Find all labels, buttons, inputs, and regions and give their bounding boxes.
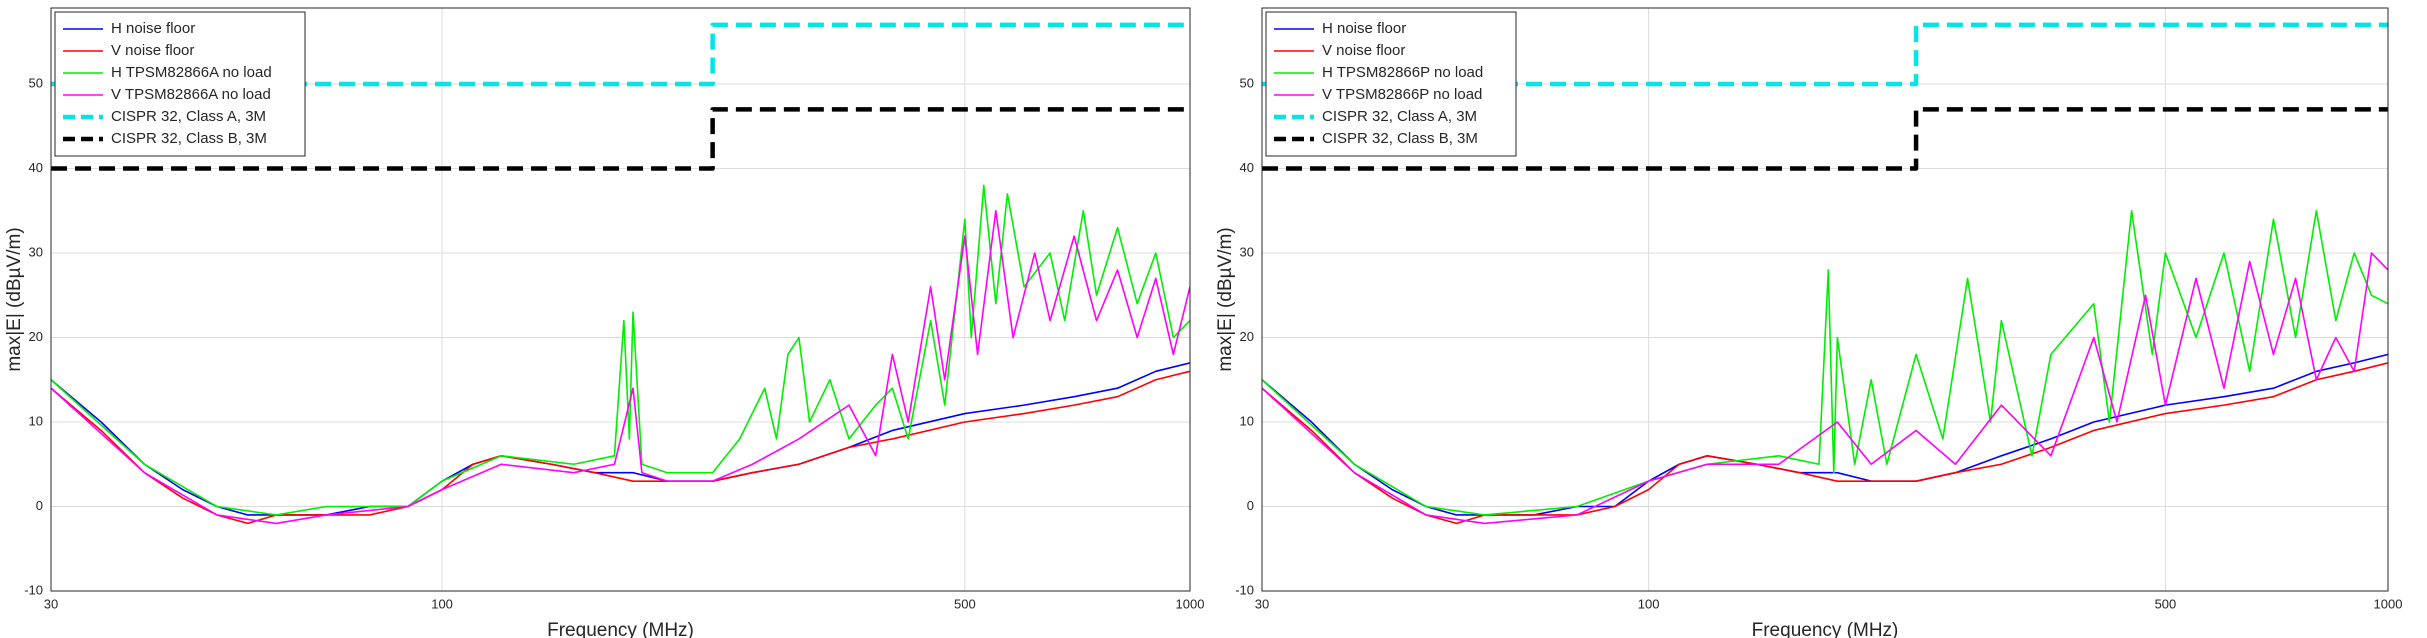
legend-label: V TPSM82866P no load <box>1322 86 1482 103</box>
y-tick-label: 40 <box>29 160 43 175</box>
x-axis-label: Frequency (MHz) <box>1752 620 1899 638</box>
x-tick-label: 100 <box>431 596 453 611</box>
legend-label: H noise floor <box>111 20 195 37</box>
y-axis-label: max|E| (dBµV/m) <box>4 227 25 371</box>
y-tick-label: -10 <box>1235 582 1254 597</box>
legend-label: CISPR 32, Class B, 3M <box>1322 130 1478 147</box>
x-tick-label: 500 <box>2155 596 2177 611</box>
series-line <box>1262 252 2388 525</box>
x-tick-label: 30 <box>1255 596 1269 611</box>
y-tick-label: 50 <box>29 75 43 90</box>
y-tick-label: 30 <box>1240 244 1254 259</box>
x-tick-label: 1000 <box>1176 596 1205 611</box>
y-tick-label: 40 <box>1240 160 1254 175</box>
legend-box <box>54 11 306 157</box>
y-tick-label: 20 <box>1240 329 1254 344</box>
series-line <box>1262 22 2388 87</box>
legend-label: V noise floor <box>111 42 194 59</box>
series-line <box>51 209 1190 525</box>
legend-label: CISPR 32, Class B, 3M <box>111 130 267 147</box>
y-tick-label: 0 <box>36 498 43 513</box>
legend-label: H TPSM82866A no load <box>111 64 272 81</box>
series-line <box>51 370 1190 525</box>
y-axis-label: max|E| (dBµV/m) <box>1215 227 1236 371</box>
x-axis-label: Frequency (MHz) <box>547 620 694 638</box>
x-tick-label: 100 <box>1638 596 1660 611</box>
series-line <box>1262 107 2388 171</box>
x-tick-label: 30 <box>44 596 58 611</box>
y-tick-label: 10 <box>1240 413 1254 428</box>
y-tick-label: 30 <box>29 244 43 259</box>
y-tick-label: 10 <box>29 413 43 428</box>
y-tick-label: 20 <box>29 329 43 344</box>
y-tick-label: 50 <box>1240 75 1254 90</box>
series-line <box>1262 362 2388 525</box>
series-line <box>51 184 1190 516</box>
legend-label: CISPR 32, Class A, 3M <box>111 108 266 125</box>
y-tick-label: -10 <box>24 582 43 597</box>
legend-box <box>1265 11 1517 157</box>
legend-label: H noise floor <box>1322 20 1406 37</box>
chart: -10 0 10 20 30 40 50 30 100 500 1000 Frequency (MHz… <box>1215 7 2403 638</box>
legend-label: CISPR 32, Class A, 3M <box>1322 108 1477 125</box>
legend-label: H TPSM82866P no load <box>1322 64 1483 81</box>
plot-border <box>50 7 1191 592</box>
x-tick-label: 1000 <box>2374 596 2403 611</box>
legend-label: V noise floor <box>1322 42 1405 59</box>
y-tick-label: 0 <box>1247 498 1254 513</box>
plot-border <box>1261 7 2389 592</box>
legend-label: V TPSM82866A no load <box>111 86 271 103</box>
chart: -10 0 10 20 30 40 50 30 100 500 1000 Frequency (MHz… <box>4 7 1205 638</box>
x-tick-label: 500 <box>954 596 976 611</box>
